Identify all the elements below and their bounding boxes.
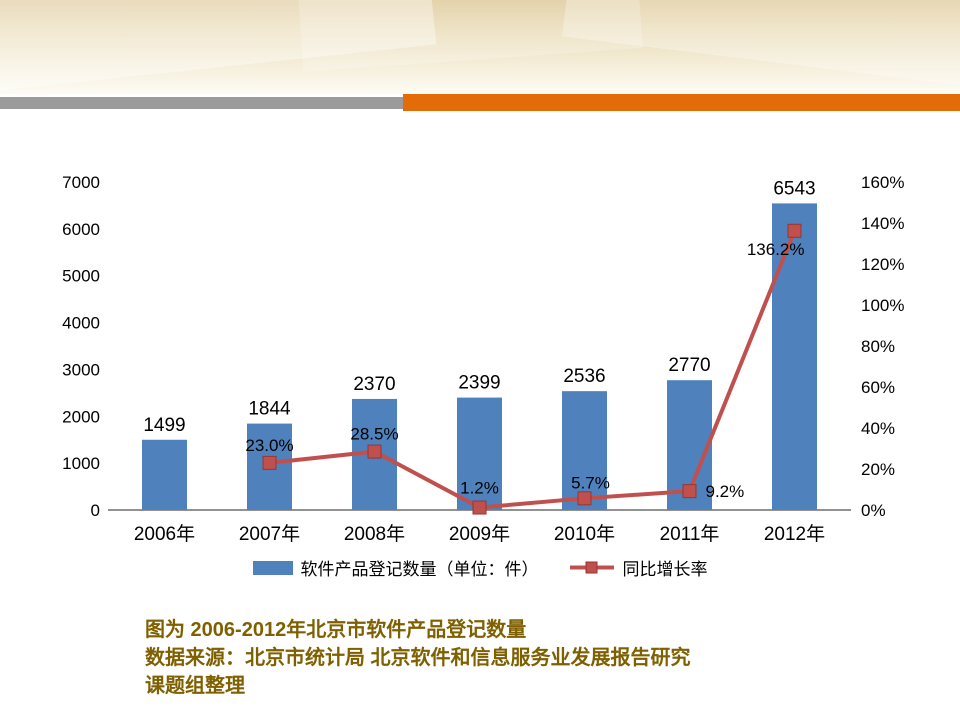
left-axis-tick-label: 7000 <box>62 173 100 192</box>
divider-stripe-orange <box>403 94 960 111</box>
chart-area: 0 1000 2000 3000 4000 5000 6000 7000 0% 20% 40% 60%… <box>40 150 920 620</box>
growth-rate-label: 28.5% <box>350 425 398 444</box>
banner-decoration <box>297 0 643 72</box>
bar-2012年 <box>772 203 817 511</box>
right-axis-tick-label: 0% <box>861 501 886 520</box>
bar-value-label: 1499 <box>143 415 185 436</box>
combo-chart-svg: 0 1000 2000 3000 4000 5000 6000 7000 0% 20% 40% 60%… <box>62 173 904 545</box>
bar-value-label: 2370 <box>353 374 395 395</box>
legend-label-bars: 软件产品登记数量（单位：件） <box>300 560 539 579</box>
chart-legend: 软件产品登记数量（单位：件） 同比增长率 <box>40 555 920 580</box>
legend-item-line: 同比增长率 <box>569 555 708 580</box>
x-axis-label: 2011年 <box>660 523 720 545</box>
left-axis-tick-label: 3000 <box>62 360 100 379</box>
left-axis-tick-label: 5000 <box>62 267 100 286</box>
bar-series-swatch <box>252 560 293 575</box>
growth-rate-label: 23.0% <box>245 436 293 455</box>
line-marker <box>787 223 802 238</box>
bar-value-label: 2770 <box>668 355 710 376</box>
growth-rate-label: 1.2% <box>460 479 499 498</box>
bar-value-label: 1844 <box>248 399 291 420</box>
bar-2010年 <box>562 391 607 510</box>
line-marker <box>577 491 592 506</box>
right-axis-tick-label: 160% <box>861 173 904 192</box>
left-axis-tick-label: 4000 <box>62 314 100 333</box>
growth-rate-label: 5.7% <box>571 473 610 492</box>
bar-2006年 <box>142 439 187 510</box>
bar-value-label: 2536 <box>563 366 605 387</box>
caption-line-2: 数据来源：北京市统计局 北京软件和信息服务业发展报告研究 <box>145 647 691 669</box>
caption-line-1: 图为 2006-2012年北京市软件产品登记数量 <box>145 619 527 641</box>
right-axis-tick-label: 120% <box>861 255 904 274</box>
bar-2009年 <box>457 397 502 510</box>
growth-rate-label: 9.2% <box>706 482 745 501</box>
line-marker <box>472 500 487 515</box>
x-axis-label: 2007年 <box>239 523 300 545</box>
x-axis-label: 2008年 <box>344 523 405 545</box>
bar-value-label: 6543 <box>773 178 815 199</box>
line-series-marker-icon <box>569 561 614 574</box>
bar-value-label: 2399 <box>458 373 500 394</box>
x-axis-label: 2010年 <box>554 523 615 545</box>
right-axis-tick-label: 40% <box>861 419 895 438</box>
caption-line-3: 课题组整理 <box>145 675 245 697</box>
right-axis-tick-label: 100% <box>861 296 904 315</box>
line-marker <box>262 455 277 470</box>
legend-label-line: 同比增长率 <box>622 560 708 579</box>
right-axis-tick-label: 80% <box>861 337 895 356</box>
left-axis-tick-label: 0 <box>91 501 100 520</box>
right-axis-tick-label: 60% <box>861 378 895 397</box>
divider-stripe-gray <box>0 97 403 109</box>
x-axis-label: 2006年 <box>134 523 195 545</box>
growth-rate-label: 136.2% <box>747 240 805 259</box>
right-axis-tick-label: 140% <box>861 214 904 233</box>
right-axis-tick-label: 20% <box>861 460 895 479</box>
line-marker <box>682 484 697 499</box>
growth-rate-line <box>269 230 797 510</box>
x-axis-label: 2012年 <box>764 523 825 545</box>
left-axis-tick-label: 1000 <box>62 454 100 473</box>
left-axis-tick-label: 6000 <box>62 220 100 239</box>
caption: 图为 2006-2012年北京市软件产品登记数量 数据来源：北京市统计局 北京软… <box>145 616 865 700</box>
x-axis-label: 2009年 <box>449 523 510 545</box>
line-marker <box>367 444 382 459</box>
left-axis-tick-label: 2000 <box>62 407 100 426</box>
slide-header-banner <box>0 0 960 94</box>
legend-item-bars: 软件产品登记数量（单位：件） <box>252 555 539 580</box>
